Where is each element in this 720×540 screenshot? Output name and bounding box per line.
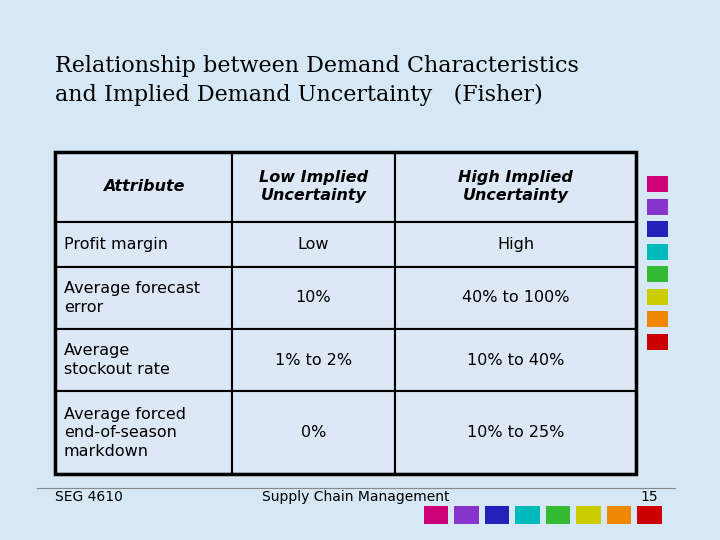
FancyBboxPatch shape [515,507,540,524]
Text: Relationship between Demand Characteristics
and Implied Demand Uncertainty   (Fi: Relationship between Demand Characterist… [55,55,578,106]
Text: 40% to 100%: 40% to 100% [462,291,570,306]
FancyBboxPatch shape [55,329,232,391]
FancyBboxPatch shape [647,289,668,305]
FancyBboxPatch shape [55,391,232,474]
FancyBboxPatch shape [647,312,668,327]
FancyBboxPatch shape [395,391,636,474]
FancyBboxPatch shape [606,507,631,524]
Text: 10% to 25%: 10% to 25% [467,425,564,440]
Text: Attribute: Attribute [102,179,184,194]
FancyBboxPatch shape [395,221,636,267]
Text: SEG 4610: SEG 4610 [55,490,122,504]
FancyBboxPatch shape [395,267,636,329]
Text: 0%: 0% [301,425,326,440]
Text: Average
stockout rate: Average stockout rate [64,343,170,377]
FancyBboxPatch shape [55,221,232,267]
Text: Average forecast
error: Average forecast error [64,281,200,315]
FancyBboxPatch shape [232,329,395,391]
FancyBboxPatch shape [232,391,395,474]
FancyBboxPatch shape [232,267,395,329]
FancyBboxPatch shape [546,507,570,524]
FancyBboxPatch shape [576,507,601,524]
FancyBboxPatch shape [647,176,668,192]
FancyBboxPatch shape [454,507,479,524]
FancyBboxPatch shape [485,507,509,524]
FancyBboxPatch shape [647,199,668,215]
FancyBboxPatch shape [423,507,449,524]
Text: 10%: 10% [296,291,331,306]
FancyBboxPatch shape [637,507,662,524]
Text: Low: Low [298,237,329,252]
FancyBboxPatch shape [232,221,395,267]
FancyBboxPatch shape [647,266,668,282]
FancyBboxPatch shape [647,244,668,260]
FancyBboxPatch shape [395,152,636,221]
Text: Supply Chain Management: Supply Chain Management [262,490,450,504]
Text: Low Implied
Uncertainty: Low Implied Uncertainty [259,170,368,204]
FancyBboxPatch shape [395,329,636,391]
Text: 10% to 40%: 10% to 40% [467,353,564,368]
FancyBboxPatch shape [55,267,232,329]
FancyBboxPatch shape [232,152,395,221]
Text: High: High [497,237,534,252]
FancyBboxPatch shape [647,334,668,350]
Text: Average forced
end-of-season
markdown: Average forced end-of-season markdown [64,407,186,459]
Text: High Implied
Uncertainty: High Implied Uncertainty [458,170,573,204]
Text: Profit margin: Profit margin [64,237,168,252]
FancyBboxPatch shape [647,221,668,237]
Text: 15: 15 [640,490,657,504]
FancyBboxPatch shape [55,152,232,221]
Text: 1% to 2%: 1% to 2% [275,353,352,368]
